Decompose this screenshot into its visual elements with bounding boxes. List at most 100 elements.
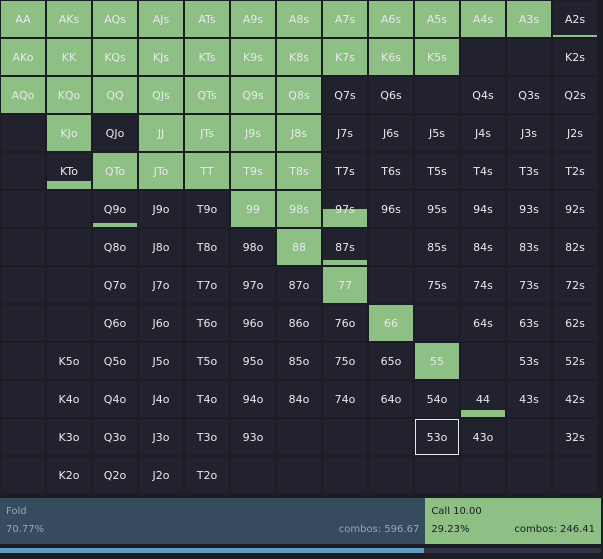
hand-cell-QTo[interactable]: QTo [93, 153, 137, 189]
hand-cell-97s[interactable]: 97s [323, 191, 367, 227]
hand-cell-KQs[interactable]: KQs [93, 39, 137, 75]
hand-cell-K4o[interactable]: K4o [47, 381, 91, 417]
hand-cell-KTs[interactable]: KTs [185, 39, 229, 75]
hand-cell-43o[interactable]: 43o [461, 419, 505, 455]
hand-cell-AQo[interactable]: AQo [1, 77, 45, 113]
hand-cell-A4s[interactable]: A4s [461, 1, 505, 37]
hand-cell-QQ[interactable]: QQ [93, 77, 137, 113]
hand-cell-empty[interactable] [507, 457, 551, 493]
hand-cell-empty[interactable] [1, 457, 45, 493]
hand-cell-empty[interactable] [277, 457, 321, 493]
hand-cell-J2o[interactable]: J2o [139, 457, 183, 493]
hand-cell-empty[interactable] [277, 419, 321, 455]
hand-cell-82s[interactable]: 82s [553, 229, 597, 265]
hand-cell-Q3s[interactable]: Q3s [507, 77, 551, 113]
hand-cell-Q7o[interactable]: Q7o [93, 267, 137, 303]
hand-cell-empty[interactable] [1, 381, 45, 417]
hand-cell-Q4o[interactable]: Q4o [93, 381, 137, 417]
hand-cell-J8o[interactable]: J8o [139, 229, 183, 265]
hand-cell-J3o[interactable]: J3o [139, 419, 183, 455]
hand-cell-94o[interactable]: 94o [231, 381, 275, 417]
hand-cell-AA[interactable]: AA [1, 1, 45, 37]
hand-cell-empty[interactable] [507, 39, 551, 75]
call-action[interactable]: Call 10.00 29.23% combos: 246.41 [425, 498, 601, 544]
hand-cell-72s[interactable]: 72s [553, 267, 597, 303]
hand-cell-96o[interactable]: 96o [231, 305, 275, 341]
hand-cell-J4s[interactable]: J4s [461, 115, 505, 151]
hand-cell-K2s[interactable]: K2s [553, 39, 597, 75]
hand-cell-KK[interactable]: KK [47, 39, 91, 75]
hand-cell-87o[interactable]: 87o [277, 267, 321, 303]
hand-cell-Q8s[interactable]: Q8s [277, 77, 321, 113]
hand-cell-AKs[interactable]: AKs [47, 1, 91, 37]
hand-cell-K5o[interactable]: K5o [47, 343, 91, 379]
hand-cell-A3s[interactable]: A3s [507, 1, 551, 37]
hand-cell-99[interactable]: 99 [231, 191, 275, 227]
hand-cell-Q2o[interactable]: Q2o [93, 457, 137, 493]
hand-cell-empty[interactable] [1, 267, 45, 303]
hand-cell-T7o[interactable]: T7o [185, 267, 229, 303]
hand-cell-85o[interactable]: 85o [277, 343, 321, 379]
hand-cell-empty[interactable] [231, 457, 275, 493]
hand-cell-T3s[interactable]: T3s [507, 153, 551, 189]
hand-cell-empty[interactable] [461, 457, 505, 493]
hand-cell-T8s[interactable]: T8s [277, 153, 321, 189]
hand-cell-84s[interactable]: 84s [461, 229, 505, 265]
hand-cell-K2o[interactable]: K2o [47, 457, 91, 493]
hand-cell-A5s[interactable]: A5s [415, 1, 459, 37]
hand-cell-empty[interactable] [369, 457, 413, 493]
hand-cell-66[interactable]: 66 [369, 305, 413, 341]
hand-cell-T5s[interactable]: T5s [415, 153, 459, 189]
hand-cell-T5o[interactable]: T5o [185, 343, 229, 379]
hand-cell-J2s[interactable]: J2s [553, 115, 597, 151]
hand-cell-J9o[interactable]: J9o [139, 191, 183, 227]
hand-cell-76o[interactable]: 76o [323, 305, 367, 341]
hand-cell-52s[interactable]: 52s [553, 343, 597, 379]
hand-cell-92s[interactable]: 92s [553, 191, 597, 227]
hand-cell-73s[interactable]: 73s [507, 267, 551, 303]
hand-cell-T3o[interactable]: T3o [185, 419, 229, 455]
hand-cell-A6s[interactable]: A6s [369, 1, 413, 37]
hand-cell-98s[interactable]: 98s [277, 191, 321, 227]
hand-cell-empty[interactable] [1, 115, 45, 151]
hand-cell-KJs[interactable]: KJs [139, 39, 183, 75]
hand-cell-empty[interactable] [415, 77, 459, 113]
hand-cell-Q4s[interactable]: Q4s [461, 77, 505, 113]
hand-cell-97o[interactable]: 97o [231, 267, 275, 303]
hand-cell-53o[interactable]: 53o [415, 419, 459, 455]
hand-cell-T2s[interactable]: T2s [553, 153, 597, 189]
hand-cell-Q7s[interactable]: Q7s [323, 77, 367, 113]
hand-cell-empty[interactable] [461, 39, 505, 75]
hand-cell-empty[interactable] [1, 305, 45, 341]
hand-cell-55[interactable]: 55 [415, 343, 459, 379]
hand-cell-T6s[interactable]: T6s [369, 153, 413, 189]
hand-cell-A9s[interactable]: A9s [231, 1, 275, 37]
hand-cell-Q6o[interactable]: Q6o [93, 305, 137, 341]
hand-cell-KTo[interactable]: KTo [47, 153, 91, 189]
hand-cell-74o[interactable]: 74o [323, 381, 367, 417]
hand-cell-96s[interactable]: 96s [369, 191, 413, 227]
hand-cell-empty[interactable] [1, 343, 45, 379]
hand-cell-32s[interactable]: 32s [553, 419, 597, 455]
hand-cell-Q5o[interactable]: Q5o [93, 343, 137, 379]
hand-cell-93o[interactable]: 93o [231, 419, 275, 455]
hand-cell-empty[interactable] [553, 457, 597, 493]
hand-cell-65o[interactable]: 65o [369, 343, 413, 379]
hand-cell-J8s[interactable]: J8s [277, 115, 321, 151]
hand-cell-63s[interactable]: 63s [507, 305, 551, 341]
hand-cell-T9s[interactable]: T9s [231, 153, 275, 189]
hand-cell-88[interactable]: 88 [277, 229, 321, 265]
fold-action[interactable]: Fold 70.77% combos: 596.67 [0, 498, 426, 544]
hand-cell-J5s[interactable]: J5s [415, 115, 459, 151]
hand-cell-K7s[interactable]: K7s [323, 39, 367, 75]
hand-cell-95s[interactable]: 95s [415, 191, 459, 227]
hand-cell-J5o[interactable]: J5o [139, 343, 183, 379]
hand-cell-75o[interactable]: 75o [323, 343, 367, 379]
hand-cell-87s[interactable]: 87s [323, 229, 367, 265]
hand-cell-JJ[interactable]: JJ [139, 115, 183, 151]
hand-cell-A7s[interactable]: A7s [323, 1, 367, 37]
hand-cell-84o[interactable]: 84o [277, 381, 321, 417]
hand-cell-K8s[interactable]: K8s [277, 39, 321, 75]
hand-cell-74s[interactable]: 74s [461, 267, 505, 303]
hand-cell-AJs[interactable]: AJs [139, 1, 183, 37]
